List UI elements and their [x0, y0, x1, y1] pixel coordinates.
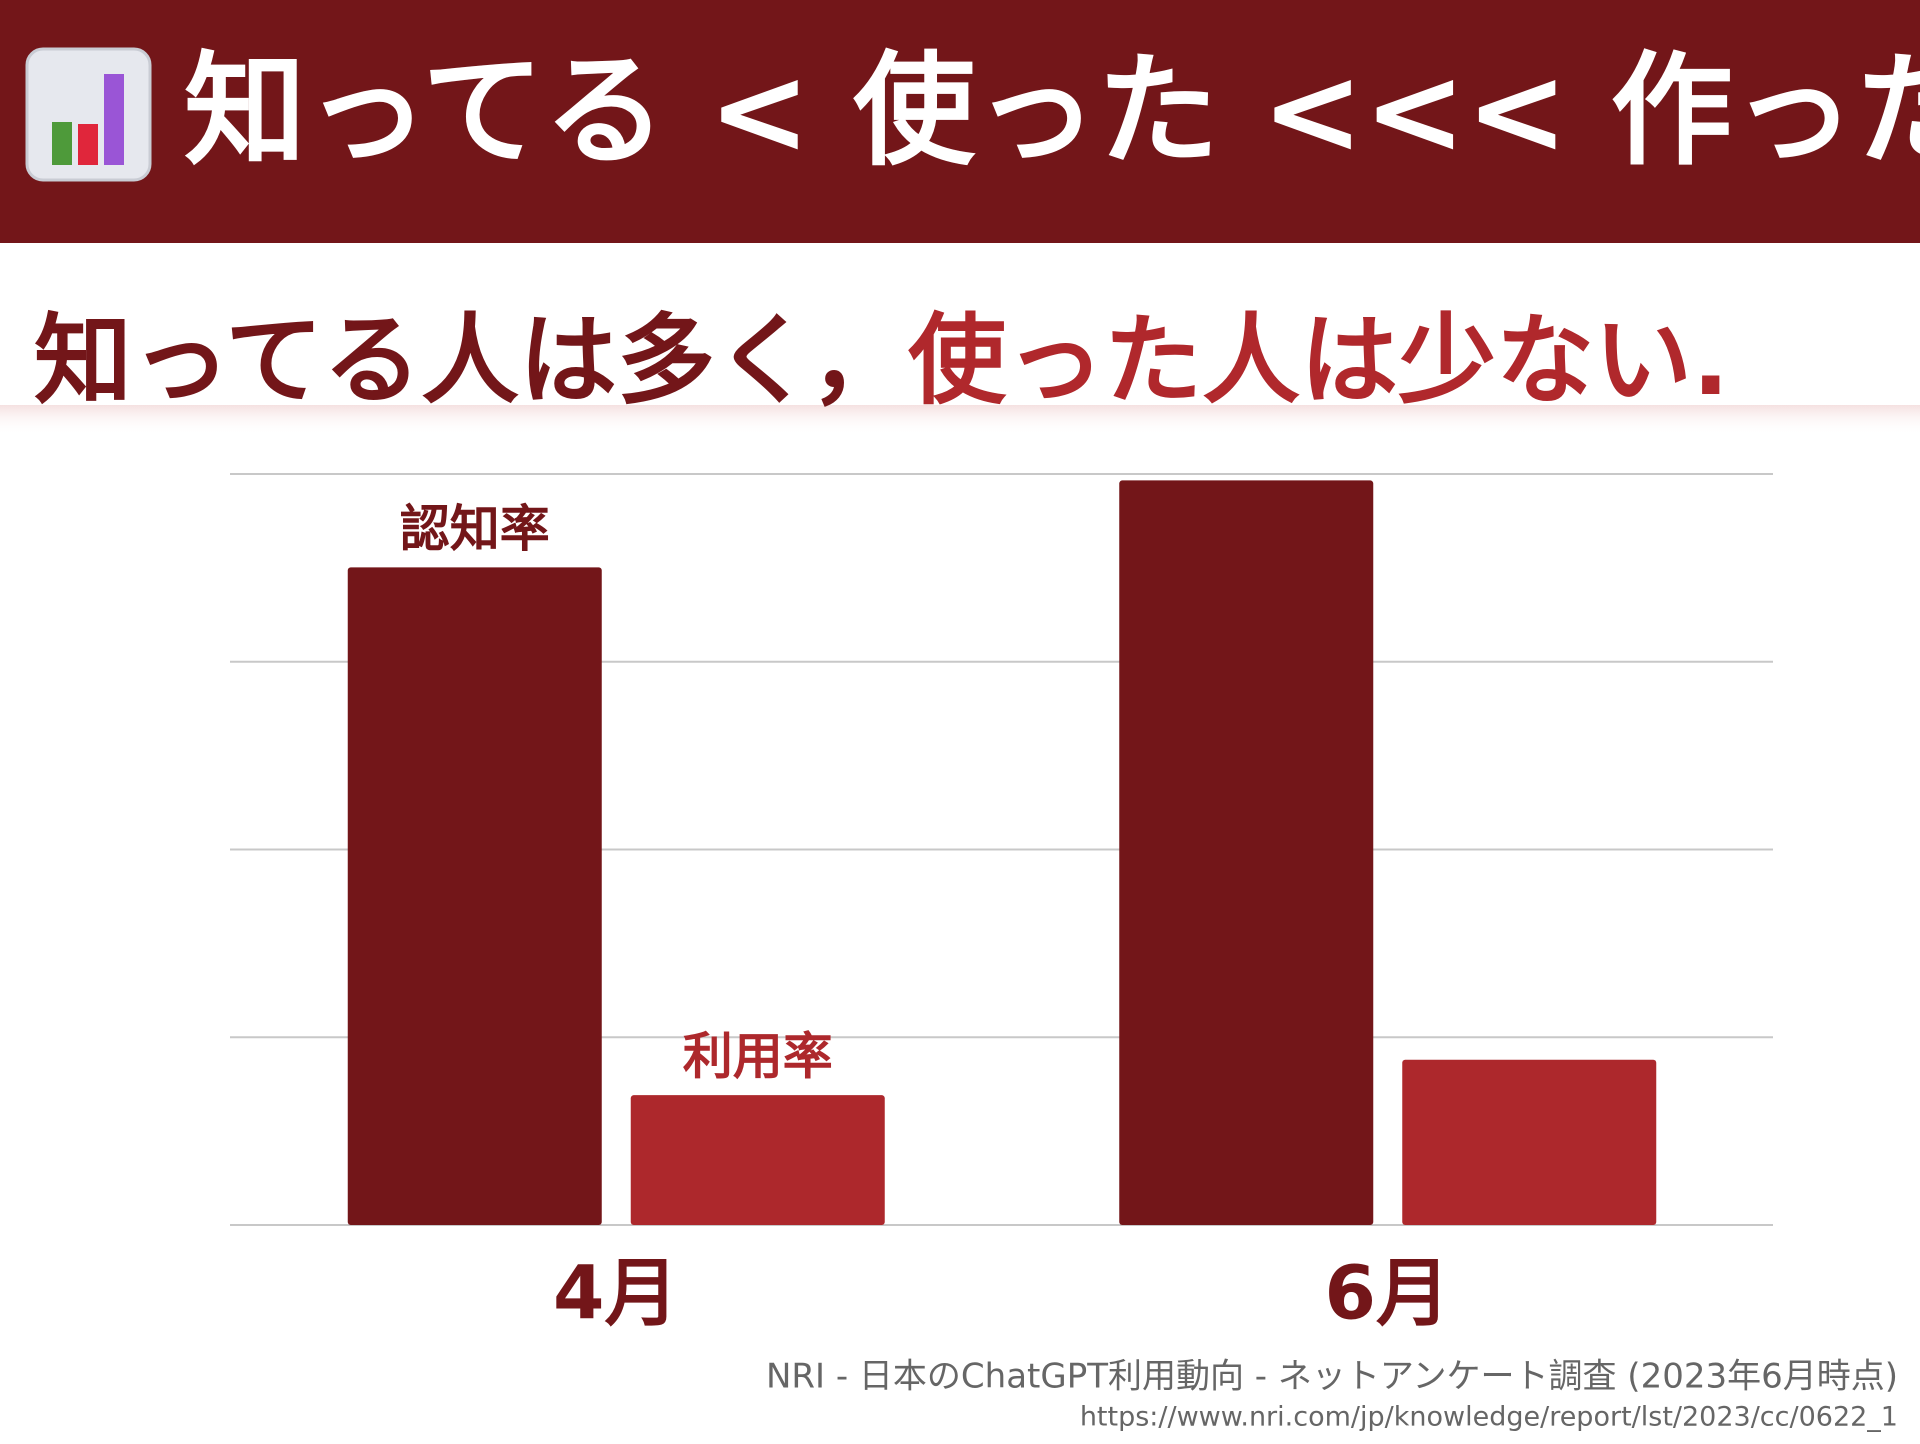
source-url: https://www.nri.com/jp/knowledge/report/… — [1080, 1402, 1898, 1433]
title: 知ってる < 使った <<< 作った — [184, 40, 1920, 182]
source: NRI - 日本のChatGPT利用動向 - ネットアンケート調査 (2023年… — [766, 1357, 1898, 1397]
subtitle-part: 知ってる人は多く， — [34, 304, 908, 418]
bar — [1402, 1059, 1657, 1225]
x-tick-label: 4月 — [553, 1251, 679, 1337]
subtitle-shadow — [0, 405, 1920, 435]
subtitle: 知ってる人は多く，使った人は少ない. — [34, 304, 1729, 418]
series-label: 利用率 — [683, 1028, 833, 1086]
bar — [347, 567, 602, 1225]
bar — [630, 1095, 885, 1225]
x-tick-label: 6月 — [1325, 1251, 1451, 1337]
chart-icon — [25, 47, 152, 182]
subtitle-part: 使った人は少ない. — [908, 304, 1729, 418]
bar — [1119, 480, 1374, 1225]
series-label: 認知率 — [400, 500, 550, 558]
header-band — [0, 0, 1920, 243]
